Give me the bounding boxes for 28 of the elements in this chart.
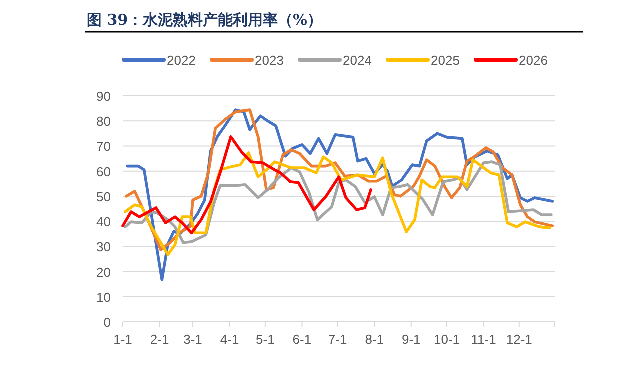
legend-label: 2026	[519, 53, 548, 68]
x-tick-label: 7-1	[328, 332, 348, 347]
y-tick-label: 50	[96, 189, 111, 204]
y-tick-label: 60	[96, 164, 111, 180]
x-tick-label: 1-1	[114, 332, 132, 347]
y-tick-label: 70	[96, 139, 111, 154]
legend-label: 2022	[167, 53, 196, 68]
y-tick-label: 30	[96, 240, 111, 255]
y-tick-label: 90	[96, 89, 111, 104]
x-tick-label: 3-1	[184, 332, 202, 347]
y-tick-label: 20	[96, 264, 111, 280]
x-tick-label: 4-1	[220, 332, 240, 347]
y-tick-label: 80	[96, 114, 111, 130]
x-tick-label: 10-1	[434, 332, 460, 347]
x-tick-label: 9-1	[402, 332, 421, 347]
x-tick-label: 11-1	[471, 332, 496, 347]
x-tick-label: 2-1	[150, 332, 170, 347]
y-tick-label: 10	[96, 290, 111, 305]
x-tick-label: 6-1	[292, 332, 312, 347]
y-tick-label: 0	[104, 315, 111, 330]
title: 图 39：水泥熟料产能利用率（%）	[87, 11, 322, 29]
legend-label: 2024	[343, 53, 372, 68]
x-tick-label: 12-1	[506, 332, 532, 347]
x-tick-label: 5-1	[256, 332, 275, 347]
legend-label: 2023	[255, 53, 284, 68]
y-tick-label: 40	[96, 214, 111, 230]
x-tick-label: 8-1	[365, 332, 384, 347]
legend-label: 2025	[431, 53, 460, 68]
